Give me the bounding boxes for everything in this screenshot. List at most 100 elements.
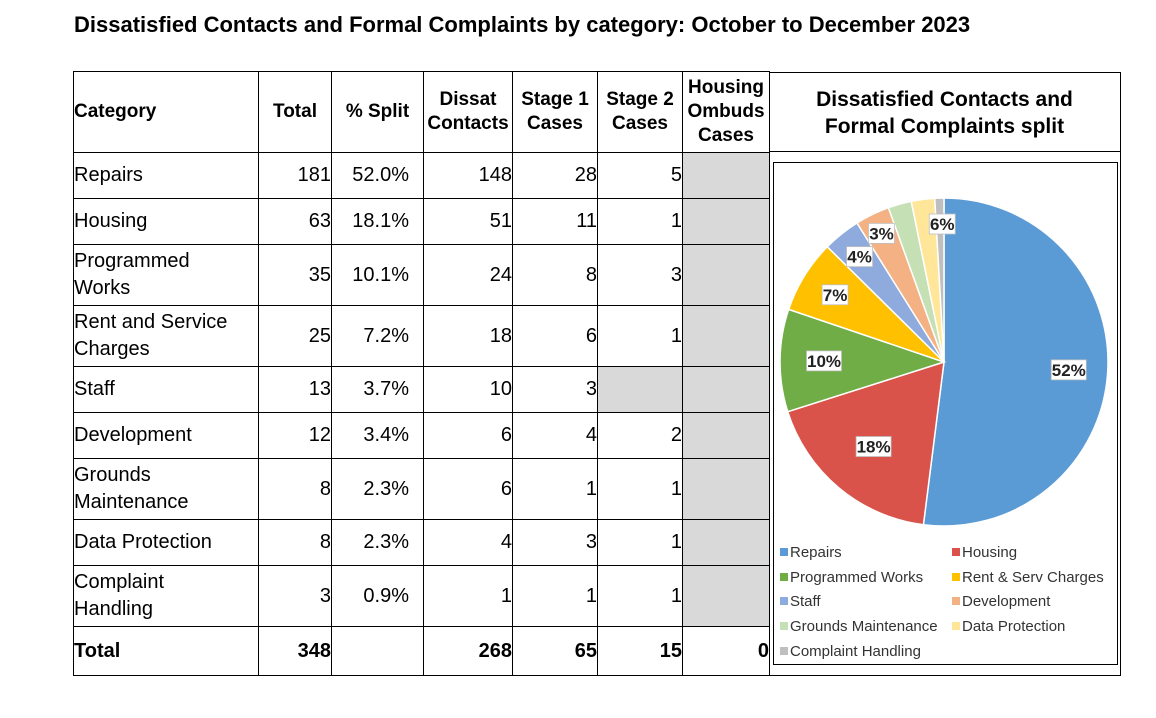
legend-swatch xyxy=(952,622,960,631)
header-split: % Split xyxy=(331,71,424,153)
legend-swatch xyxy=(952,548,960,556)
table-row: Data Protection 8 2.3% 4 3 1 xyxy=(73,519,770,566)
cell-dissat: 24 xyxy=(423,244,513,306)
cell-category: Grounds Maintenance xyxy=(73,458,259,520)
cell-stage2: 1 xyxy=(597,519,683,566)
pie-slice-programmed-works xyxy=(779,308,947,413)
cell-ombuds xyxy=(682,198,770,245)
total-total: 348 xyxy=(258,626,332,676)
cell-dissat: 6 xyxy=(423,458,513,520)
cell-ombuds xyxy=(682,305,770,367)
svg-text:7%: 7% xyxy=(823,286,848,305)
cell-ombuds xyxy=(682,458,770,520)
complaints-table: Category Total % Split Dissat Contacts St… xyxy=(73,71,770,676)
data-label-housing: 18% xyxy=(855,436,892,457)
legend-item: Repairs xyxy=(780,541,842,566)
cell-total: 13 xyxy=(258,366,332,413)
cell-category: Staff xyxy=(73,366,259,413)
page-title: Dissatisfied Contacts and Formal Complai… xyxy=(74,12,971,37)
svg-text:6%: 6% xyxy=(930,215,955,234)
legend-label: Housing xyxy=(962,544,1018,561)
legend-swatch xyxy=(952,597,960,606)
header-total: Total xyxy=(258,71,332,153)
cell-total: 25 xyxy=(258,305,332,367)
cell-total: 181 xyxy=(258,152,332,199)
cell-split: 7.2% xyxy=(331,305,424,367)
cell-total: 8 xyxy=(258,519,332,566)
cell-split: 3.4% xyxy=(331,412,424,459)
cell-ombuds xyxy=(682,565,770,627)
cell-total: 35 xyxy=(258,244,332,306)
legend-swatch xyxy=(780,548,788,556)
svg-text:52%: 52% xyxy=(1052,361,1086,380)
cell-total: 12 xyxy=(258,412,332,459)
cell-category: Development xyxy=(73,412,259,459)
cell-stage2: 2 xyxy=(597,412,683,459)
cell-category: Complaint Handling xyxy=(73,565,259,627)
table-row: Staff 13 3.7% 10 3 xyxy=(73,366,770,413)
legend-label: Data Protection xyxy=(962,618,1066,636)
cell-stage2: 1 xyxy=(597,198,683,245)
cell-stage1: 11 xyxy=(512,198,598,245)
cell-category: Programmed Works xyxy=(73,244,259,306)
svg-text:10%: 10% xyxy=(807,352,841,371)
cell-stage2 xyxy=(597,366,683,413)
cell-dissat: 10 xyxy=(423,366,513,413)
legend-item: Programmed Works xyxy=(780,566,923,591)
header-stage1: Stage 1 Cases xyxy=(512,71,598,153)
chart-cell xyxy=(769,152,1121,676)
cell-category: Repairs xyxy=(73,152,259,199)
legend-label: Repairs xyxy=(790,544,842,561)
cell-stage2: 3 xyxy=(597,244,683,306)
legend-swatch xyxy=(780,572,788,581)
svg-text:18%: 18% xyxy=(857,438,891,457)
data-label-development: 3% xyxy=(868,222,895,244)
cell-dissat: 51 xyxy=(423,198,513,245)
cell-stage1: 3 xyxy=(512,366,598,413)
pie-svg: 52% 18% 10% 7% 4% 3% 6% xyxy=(779,197,1109,527)
cell-stage2: 5 xyxy=(597,152,683,199)
pie-slice-complaint-handling xyxy=(933,197,945,363)
cell-split: 18.1% xyxy=(331,198,424,245)
legend-item: Data Protection xyxy=(952,615,1065,640)
cell-ombuds xyxy=(682,244,770,306)
total-label: Total xyxy=(73,626,259,676)
legend-label: Development xyxy=(962,593,1051,611)
legend-swatch xyxy=(780,597,788,606)
cell-split: 52.0% xyxy=(331,152,424,199)
data-label-programmed-works: 10% xyxy=(806,350,842,372)
legend-label: Programmed Works xyxy=(790,568,924,586)
cell-ombuds xyxy=(682,412,770,459)
pie-slice-repairs xyxy=(922,197,1109,527)
legend-item: Complaint Handling xyxy=(780,640,921,665)
svg-text:4%: 4% xyxy=(847,248,872,267)
cell-total: 8 xyxy=(258,458,332,520)
cell-dissat: 18 xyxy=(423,305,513,367)
cell-stage2: 1 xyxy=(597,458,683,520)
total-stage1: 65 xyxy=(512,626,598,676)
total-ombuds: 0 xyxy=(682,626,770,676)
data-label-repairs: 52% xyxy=(1050,359,1087,381)
legend-item: Grounds Maintenance xyxy=(780,615,938,640)
legend-item: Staff xyxy=(780,590,821,615)
cell-total: 63 xyxy=(258,198,332,245)
cell-split: 2.3% xyxy=(331,519,424,566)
header-ombuds: Housing Ombuds Cases xyxy=(682,71,770,153)
legend-label: Grounds Maintenance xyxy=(790,618,938,636)
cell-stage1: 4 xyxy=(512,412,598,459)
cell-category: Rent and Service Charges xyxy=(73,305,259,367)
total-row: Total 348 268 65 15 0 xyxy=(73,626,770,676)
legend-label: Rent & Serv Charges xyxy=(962,568,1104,586)
cell-total: 3 xyxy=(258,565,332,627)
legend-label: Staff xyxy=(790,593,821,611)
cell-ombuds xyxy=(682,152,770,199)
legend-swatch xyxy=(780,622,788,631)
pie-chart: 52% 18% 10% 7% 4% 3% 6% Repairs Housing Programm… xyxy=(773,162,1118,665)
cell-stage1: 3 xyxy=(512,519,598,566)
cell-split: 0.9% xyxy=(331,565,424,627)
chart-title: Dissatisfied Contacts and Formal Complain… xyxy=(769,72,1121,152)
legend-item: Development xyxy=(952,590,1050,615)
table-row: Grounds Maintenance 8 2.3% 6 1 1 xyxy=(73,458,770,520)
legend-item: Rent & Serv Charges xyxy=(952,566,1104,591)
cell-stage2: 1 xyxy=(597,565,683,627)
